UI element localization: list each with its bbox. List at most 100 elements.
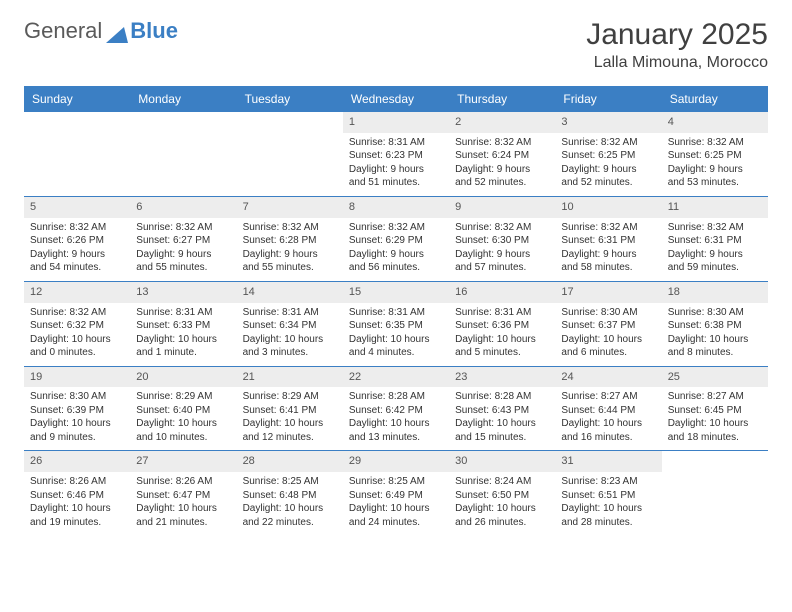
day-number: 10 <box>555 197 661 218</box>
day-number: 16 <box>449 282 555 303</box>
day-cell: 16Sunrise: 8:31 AMSunset: 6:36 PMDayligh… <box>449 282 555 366</box>
daylight-text: Daylight: 10 hours and 1 minute. <box>136 333 230 360</box>
daylight-text: Daylight: 9 hours and 52 minutes. <box>455 163 549 190</box>
day-cell: 5Sunrise: 8:32 AMSunset: 6:26 PMDaylight… <box>24 197 130 281</box>
daylight-text: Daylight: 10 hours and 0 minutes. <box>30 333 124 360</box>
day-cell: 15Sunrise: 8:31 AMSunset: 6:35 PMDayligh… <box>343 282 449 366</box>
weeks-container: 1Sunrise: 8:31 AMSunset: 6:23 PMDaylight… <box>24 111 768 535</box>
sunrise-text: Sunrise: 8:26 AM <box>30 475 124 489</box>
day-number: 12 <box>24 282 130 303</box>
day-cell: 9Sunrise: 8:32 AMSunset: 6:30 PMDaylight… <box>449 197 555 281</box>
day-cell: 12Sunrise: 8:32 AMSunset: 6:32 PMDayligh… <box>24 282 130 366</box>
day-number: 24 <box>555 367 661 388</box>
sunrise-text: Sunrise: 8:31 AM <box>455 306 549 320</box>
day-number: 28 <box>237 451 343 472</box>
sunset-text: Sunset: 6:39 PM <box>30 404 124 418</box>
sunrise-text: Sunrise: 8:32 AM <box>30 221 124 235</box>
sunrise-text: Sunrise: 8:32 AM <box>243 221 337 235</box>
day-cell: 28Sunrise: 8:25 AMSunset: 6:48 PMDayligh… <box>237 451 343 535</box>
logo-triangle-icon <box>106 23 128 39</box>
sunrise-text: Sunrise: 8:32 AM <box>455 221 549 235</box>
day-number: 26 <box>24 451 130 472</box>
sunrise-text: Sunrise: 8:31 AM <box>136 306 230 320</box>
day-cell: 6Sunrise: 8:32 AMSunset: 6:27 PMDaylight… <box>130 197 236 281</box>
sunrise-text: Sunrise: 8:25 AM <box>349 475 443 489</box>
day-number: 13 <box>130 282 236 303</box>
day-number: 8 <box>343 197 449 218</box>
day-number: 17 <box>555 282 661 303</box>
sunset-text: Sunset: 6:47 PM <box>136 489 230 503</box>
day-cell: 25Sunrise: 8:27 AMSunset: 6:45 PMDayligh… <box>662 367 768 451</box>
header: General Blue January 2025 Lalla Mimouna,… <box>24 18 768 72</box>
day-cell: 31Sunrise: 8:23 AMSunset: 6:51 PMDayligh… <box>555 451 661 535</box>
empty-day-cell <box>130 112 236 196</box>
sunset-text: Sunset: 6:26 PM <box>30 234 124 248</box>
sunrise-text: Sunrise: 8:32 AM <box>668 221 762 235</box>
sunset-text: Sunset: 6:25 PM <box>668 149 762 163</box>
daylight-text: Daylight: 10 hours and 22 minutes. <box>243 502 337 529</box>
weekday-header: Tuesday <box>237 87 343 111</box>
sunset-text: Sunset: 6:25 PM <box>561 149 655 163</box>
sunrise-text: Sunrise: 8:32 AM <box>561 221 655 235</box>
day-content: Sunrise: 8:31 AMSunset: 6:35 PMDaylight:… <box>343 303 449 366</box>
day-number: 1 <box>343 112 449 133</box>
sunrise-text: Sunrise: 8:31 AM <box>243 306 337 320</box>
day-cell: 4 Sunrise: 8:32 AMSunset: 6:25 PMDaylight… <box>662 112 768 196</box>
day-number: 19 <box>24 367 130 388</box>
day-number: 14 <box>237 282 343 303</box>
day-content: Sunrise: 8:32 AMSunset: 6:24 PMDaylight:… <box>449 133 555 196</box>
day-content: Sunrise: 8:32 AMSunset: 6:28 PMDaylight:… <box>237 218 343 281</box>
day-content: Sunrise: 8:30 AMSunset: 6:38 PMDaylight:… <box>662 303 768 366</box>
day-content: Sunrise: 8:26 AMSunset: 6:47 PMDaylight:… <box>130 472 236 535</box>
day-content: Sunrise: 8:32 AMSunset: 6:27 PMDaylight:… <box>130 218 236 281</box>
week-row: 19Sunrise: 8:30 AMSunset: 6:39 PMDayligh… <box>24 366 768 451</box>
day-number: 25 <box>662 367 768 388</box>
sunset-text: Sunset: 6:28 PM <box>243 234 337 248</box>
title-block: January 2025 Lalla Mimouna, Morocco <box>586 18 768 72</box>
daylight-text: Daylight: 9 hours and 55 minutes. <box>243 248 337 275</box>
sunset-text: Sunset: 6:41 PM <box>243 404 337 418</box>
sunset-text: Sunset: 6:45 PM <box>668 404 762 418</box>
sunset-text: Sunset: 6:29 PM <box>349 234 443 248</box>
day-content: Sunrise: 8:31 AMSunset: 6:33 PMDaylight:… <box>130 303 236 366</box>
day-cell: 19Sunrise: 8:30 AMSunset: 6:39 PMDayligh… <box>24 367 130 451</box>
day-content: Sunrise: 8:31 AMSunset: 6:34 PMDaylight:… <box>237 303 343 366</box>
day-content: Sunrise: 8:30 AMSunset: 6:39 PMDaylight:… <box>24 387 130 450</box>
day-number: 4 <box>662 112 768 133</box>
sunrise-text: Sunrise: 8:32 AM <box>668 136 762 150</box>
sunset-text: Sunset: 6:36 PM <box>455 319 549 333</box>
daylight-text: Daylight: 10 hours and 21 minutes. <box>136 502 230 529</box>
daylight-text: Daylight: 10 hours and 18 minutes. <box>668 417 762 444</box>
day-content: Sunrise: 8:23 AMSunset: 6:51 PMDaylight:… <box>555 472 661 535</box>
daylight-text: Daylight: 10 hours and 28 minutes. <box>561 502 655 529</box>
day-content: Sunrise: 8:27 AMSunset: 6:44 PMDaylight:… <box>555 387 661 450</box>
day-cell: 13Sunrise: 8:31 AMSunset: 6:33 PMDayligh… <box>130 282 236 366</box>
day-content: Sunrise: 8:31 AMSunset: 6:23 PMDaylight:… <box>343 133 449 196</box>
sunrise-text: Sunrise: 8:30 AM <box>30 390 124 404</box>
weekday-header: Wednesday <box>343 87 449 111</box>
day-content: Sunrise: 8:29 AMSunset: 6:41 PMDaylight:… <box>237 387 343 450</box>
sunset-text: Sunset: 6:37 PM <box>561 319 655 333</box>
daylight-text: Daylight: 10 hours and 6 minutes. <box>561 333 655 360</box>
empty-day-cell <box>24 112 130 196</box>
sunrise-text: Sunrise: 8:25 AM <box>243 475 337 489</box>
empty-day-cell <box>662 451 768 535</box>
day-content: Sunrise: 8:32 AMSunset: 6:25 PMDaylight:… <box>555 133 661 196</box>
daylight-text: Daylight: 10 hours and 3 minutes. <box>243 333 337 360</box>
day-cell: 21Sunrise: 8:29 AMSunset: 6:41 PMDayligh… <box>237 367 343 451</box>
day-cell: 18Sunrise: 8:30 AMSunset: 6:38 PMDayligh… <box>662 282 768 366</box>
daylight-text: Daylight: 10 hours and 24 minutes. <box>349 502 443 529</box>
day-content: Sunrise: 8:32 AMSunset: 6:30 PMDaylight:… <box>449 218 555 281</box>
daylight-text: Daylight: 9 hours and 53 minutes. <box>668 163 762 190</box>
sunrise-text: Sunrise: 8:26 AM <box>136 475 230 489</box>
day-content: Sunrise: 8:32 AMSunset: 6:26 PMDaylight:… <box>24 218 130 281</box>
daylight-text: Daylight: 9 hours and 54 minutes. <box>30 248 124 275</box>
sunrise-text: Sunrise: 8:29 AM <box>243 390 337 404</box>
sunset-text: Sunset: 6:31 PM <box>561 234 655 248</box>
daylight-text: Daylight: 10 hours and 15 minutes. <box>455 417 549 444</box>
week-row: 1Sunrise: 8:31 AMSunset: 6:23 PMDaylight… <box>24 111 768 196</box>
sunrise-text: Sunrise: 8:27 AM <box>561 390 655 404</box>
day-number: 5 <box>24 197 130 218</box>
day-number: 20 <box>130 367 236 388</box>
calendar: SundayMondayTuesdayWednesdayThursdayFrid… <box>24 86 768 535</box>
